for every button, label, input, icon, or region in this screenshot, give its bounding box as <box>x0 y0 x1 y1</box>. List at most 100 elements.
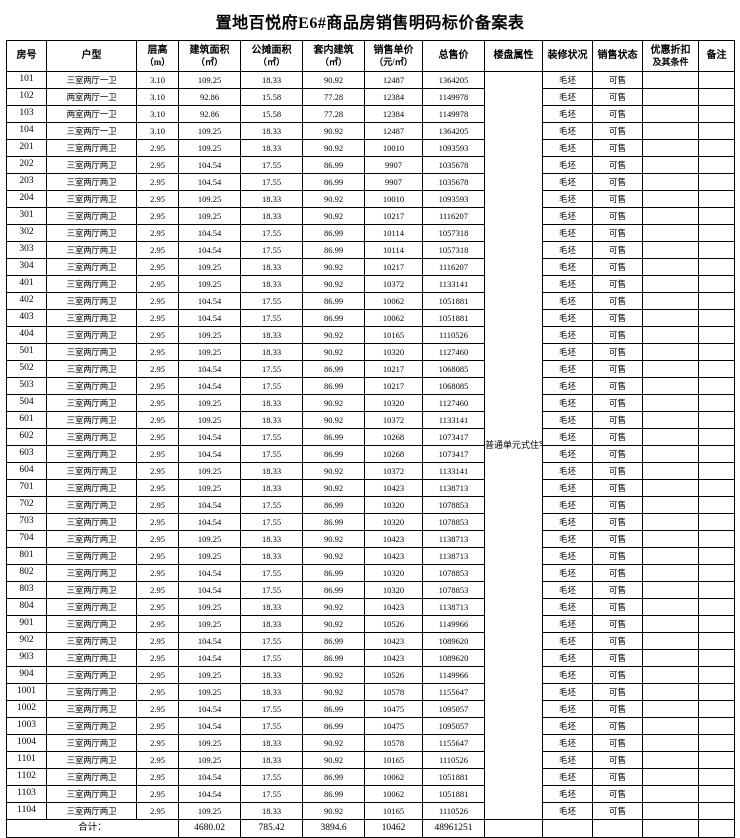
cell-shared-area: 17.55 <box>240 173 303 191</box>
cell-total-price: 1138713 <box>422 530 485 548</box>
cell-remark <box>698 139 735 157</box>
cell-shared-area: 18.33 <box>240 666 303 684</box>
cell-total-price: 1149966 <box>422 666 485 684</box>
cell-room-no: 202 <box>6 156 47 174</box>
cell-unit-price: 12487 <box>364 122 423 140</box>
cell-remark <box>698 598 735 616</box>
cell-discount <box>642 496 699 514</box>
cell-total-price: 1068085 <box>422 377 485 395</box>
cell-unit-price: 10423 <box>364 530 423 548</box>
cell-building-area: 92.86 <box>178 88 241 106</box>
cell-total-price: 1089620 <box>422 649 485 667</box>
cell-unit-price: 10217 <box>364 360 423 378</box>
cell-floor-height: 2.95 <box>136 139 179 157</box>
cell-building-area: 104.54 <box>178 224 241 242</box>
cell-building-area: 109.25 <box>178 394 241 412</box>
cell-inner-area: 90.92 <box>302 190 365 208</box>
cell-building-area: 109.25 <box>178 802 241 820</box>
cell-shared-area: 17.55 <box>240 428 303 446</box>
table-row: 104 三室两厅一卫 3.10 109.25 18.33 90.92 12487 136420… <box>6 122 735 140</box>
cell-inner-area: 86.99 <box>302 632 365 650</box>
cell-floor-height: 2.95 <box>136 785 179 803</box>
cell-unit-price: 12487 <box>364 71 423 89</box>
table-row: 301 三室两厅两卫 2.95 109.25 18.33 90.92 10217 111620… <box>6 207 735 225</box>
cell-remark <box>698 513 735 531</box>
cell-discount <box>642 88 699 106</box>
cell-discount <box>642 530 699 548</box>
cell-unit-price: 10268 <box>364 428 423 446</box>
cell-sale-status: 可售 <box>592 479 643 497</box>
cell-floor-height: 2.95 <box>136 428 179 446</box>
cell-discount <box>642 700 699 718</box>
cell-remark <box>698 428 735 446</box>
cell-unit-price: 10423 <box>364 479 423 497</box>
cell-house-type: 三室两厅两卫 <box>46 156 137 174</box>
cell-floor-height: 2.95 <box>136 275 179 293</box>
cell-total-price: 1078853 <box>422 513 485 531</box>
cell-inner-area: 90.92 <box>302 666 365 684</box>
cell-shared-area: 17.55 <box>240 496 303 514</box>
cell-total-price: 1127460 <box>422 343 485 361</box>
cell-house-type: 三室两厅两卫 <box>46 734 137 752</box>
cell-remark <box>698 326 735 344</box>
table-row: 303 三室两厅两卫 2.95 104.54 17.55 86.99 10114 105731… <box>6 241 735 259</box>
cell-unit-price: 10114 <box>364 224 423 242</box>
cell-house-type: 三室两厅两卫 <box>46 564 137 582</box>
cell-shared-area: 17.55 <box>240 360 303 378</box>
cell-sale-status: 可售 <box>592 530 643 548</box>
cell-remark <box>698 802 735 820</box>
cell-inner-area: 90.92 <box>302 462 365 480</box>
cell-floor-height: 2.95 <box>136 581 179 599</box>
cell-sale-status: 可售 <box>592 241 643 259</box>
cell-unit-price: 10010 <box>364 190 423 208</box>
cell-sale-status: 可售 <box>592 598 643 616</box>
table-row: 704 三室两厅两卫 2.95 109.25 18.33 90.92 10423 113871… <box>6 530 735 548</box>
cell-room-no: 802 <box>6 564 47 582</box>
cell-sale-status: 可售 <box>592 411 643 429</box>
col-shared-area: 公摊面积 （㎡） <box>240 40 303 72</box>
cell-total-price: 1073417 <box>422 428 485 446</box>
cell-inner-area: 90.92 <box>302 683 365 701</box>
cell-floor-height: 2.95 <box>136 513 179 531</box>
cell-floor-height: 2.95 <box>136 632 179 650</box>
cell-shared-area: 18.33 <box>240 547 303 565</box>
cell-house-type: 三室两厅两卫 <box>46 785 137 803</box>
cell-discount <box>642 462 699 480</box>
cell-sale-status: 可售 <box>592 156 643 174</box>
cell-building-area: 109.25 <box>178 598 241 616</box>
cell-inner-area: 86.99 <box>302 224 365 242</box>
cell-floor-height: 2.95 <box>136 190 179 208</box>
cell-room-no: 503 <box>6 377 47 395</box>
cell-inner-area: 90.92 <box>302 479 365 497</box>
cell-shared-area: 18.33 <box>240 479 303 497</box>
cell-building-area: 104.54 <box>178 360 241 378</box>
cell-house-type: 三室两厅两卫 <box>46 445 137 463</box>
cell-room-no: 1101 <box>6 751 47 769</box>
col-building-area: 建筑面积 （㎡） <box>178 40 241 72</box>
cell-room-no: 301 <box>6 207 47 225</box>
cell-unit-price: 10372 <box>364 275 423 293</box>
cell-unit-price: 10062 <box>364 768 423 786</box>
cell-sale-status: 可售 <box>592 802 643 820</box>
cell-house-type: 三室两厅两卫 <box>46 360 137 378</box>
cell-shared-area: 18.33 <box>240 343 303 361</box>
table-row: 302 三室两厅两卫 2.95 104.54 17.55 86.99 10114 105731… <box>6 224 735 242</box>
cell-sale-status: 可售 <box>592 343 643 361</box>
cell-house-type: 三室两厅两卫 <box>46 411 137 429</box>
cell-decoration: 毛坯 <box>542 326 593 344</box>
cell-decoration: 毛坯 <box>542 360 593 378</box>
cell-decoration: 毛坯 <box>542 717 593 735</box>
cell-unit-price: 10423 <box>364 547 423 565</box>
cell-house-type: 三室两厅两卫 <box>46 394 137 412</box>
table-row: 503 三室两厅两卫 2.95 104.54 17.55 86.99 10217 106808… <box>6 377 735 395</box>
cell-sale-status: 可售 <box>592 292 643 310</box>
total-property-attribute <box>484 819 543 838</box>
cell-total-price: 1138713 <box>422 547 485 565</box>
cell-remark <box>698 445 735 463</box>
cell-total-price: 1073417 <box>422 445 485 463</box>
cell-house-type: 三室两厅两卫 <box>46 513 137 531</box>
cell-sale-status: 可售 <box>592 139 643 157</box>
cell-building-area: 109.25 <box>178 71 241 89</box>
cell-decoration: 毛坯 <box>542 598 593 616</box>
table-row: 103 两室两厅一卫 3.10 92.86 15.58 77.28 12384 1149978… <box>6 105 735 123</box>
